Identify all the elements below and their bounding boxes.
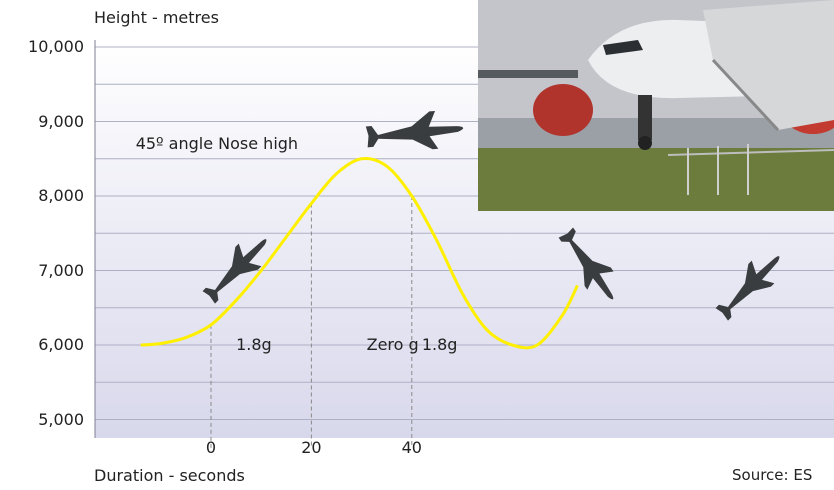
y-tick-label: 8,000 (38, 186, 84, 205)
chart-annotation: 1.8g (421, 335, 458, 354)
y-tick-label: 6,000 (38, 335, 84, 354)
x-tick-label: 20 (301, 438, 322, 457)
chart-annotation: Zero g (366, 335, 419, 354)
y-tick-label: 5,000 (38, 409, 84, 429)
x-tick-label: 0 (205, 438, 217, 457)
y-tick-label: 9,000 (38, 111, 84, 131)
chart-annotation: 45º angle Nose high (135, 133, 299, 153)
x-axis-label: Duration - seconds (94, 466, 245, 485)
altitude-line (140, 156, 579, 350)
chart-annotation: 1.8g (236, 335, 272, 354)
source-note: Source: ES (732, 466, 813, 484)
photo-illustration (478, 0, 834, 211)
y-tick-label: 10,000 (28, 37, 84, 56)
y-axis-label: Height - metres (94, 8, 219, 27)
y-tick-label: 7,000 (38, 260, 84, 280)
airplane-at-airshow-photo (478, 0, 834, 211)
x-tick-label: 40 (401, 438, 422, 457)
